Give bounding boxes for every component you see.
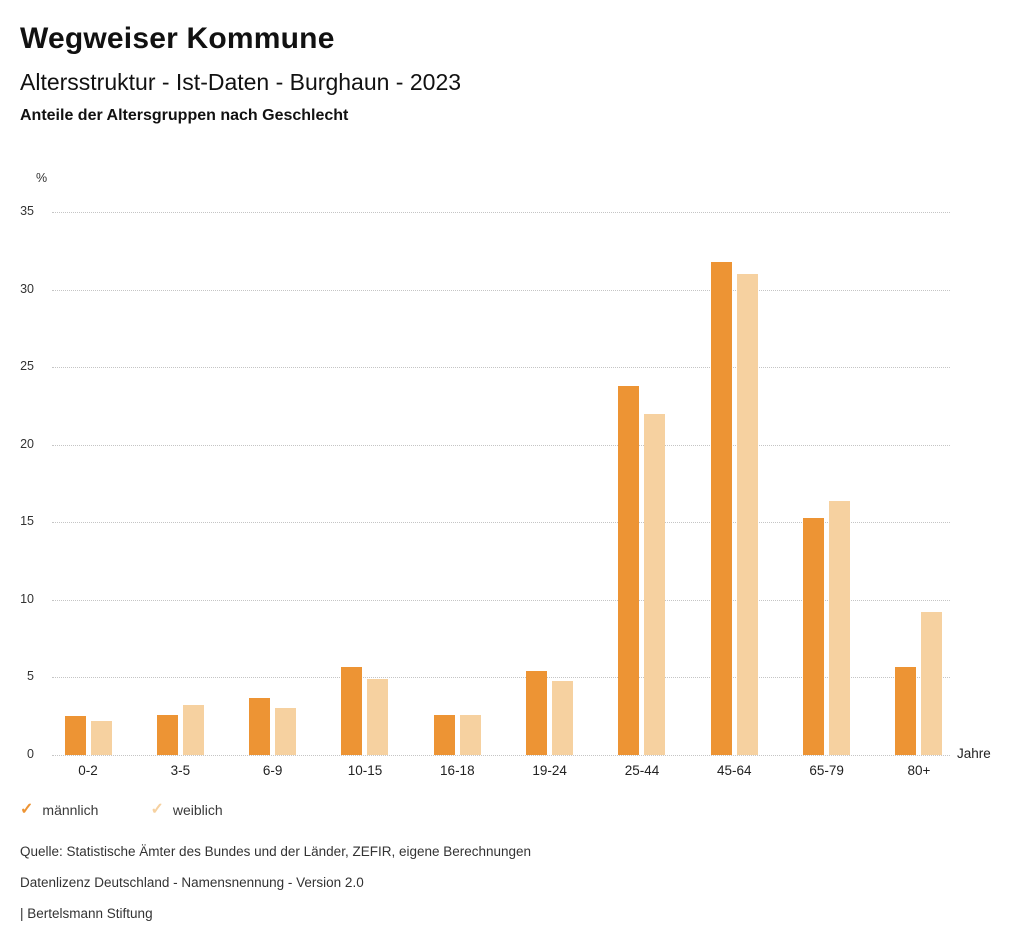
source-text: Quelle: Statistische Ämter des Bundes un… <box>20 844 532 859</box>
gridline <box>52 522 950 524</box>
gridline <box>52 212 950 213</box>
bar-weiblich-25-44[interactable] <box>644 413 666 755</box>
bar-männlich-0-2[interactable] <box>64 716 86 755</box>
bar-weiblich-3-5[interactable] <box>182 705 204 755</box>
bar-männlich-3-5[interactable] <box>156 714 178 755</box>
bar-männlich-80+[interactable] <box>895 666 917 755</box>
legend-label-maennlich: männlich <box>42 802 99 818</box>
chart-title: Altersstruktur - Ist-Daten - Burghaun - … <box>20 69 462 95</box>
bar-männlich-45-64[interactable] <box>710 261 732 755</box>
app-title: Wegweiser Kommune <box>20 22 335 55</box>
bar-männlich-16-18[interactable] <box>433 714 455 755</box>
x-axis-category-label: 45-64 <box>717 763 752 778</box>
y-axis-tick-label: 20 <box>20 436 34 451</box>
y-axis-tick-label: 15 <box>20 514 34 529</box>
x-axis-category-label: 80+ <box>907 763 931 778</box>
y-axis-unit-label: % <box>36 171 48 185</box>
bar-männlich-6-9[interactable] <box>249 697 271 755</box>
x-axis-category-label: 16-18 <box>440 763 475 778</box>
legend-item-maennlich[interactable]: ✓ männlich <box>20 801 99 819</box>
bar-männlich-65-79[interactable] <box>803 517 825 755</box>
x-axis-category-label: 65-79 <box>809 763 844 778</box>
gridline <box>52 677 950 679</box>
x-axis-category-label: 25-44 <box>624 763 660 778</box>
x-axis-category-label: 3-5 <box>170 763 191 778</box>
bar-weiblich-6-9[interactable] <box>275 708 297 755</box>
bar-männlich-19-24[interactable] <box>526 671 548 755</box>
y-axis-tick-label: 10 <box>20 591 34 606</box>
license-text: Datenlizenz Deutschland - Namensnennung … <box>20 875 364 890</box>
gridline <box>52 599 950 601</box>
bar-weiblich-80+[interactable] <box>921 612 943 755</box>
y-axis-tick-label: 25 <box>20 359 34 374</box>
y-axis-tick-label: 5 <box>27 669 34 684</box>
x-axis-category-label: 6-9 <box>262 763 283 778</box>
chart-description: Anteile der Altersgruppen nach Geschlech… <box>20 107 349 124</box>
bar-weiblich-19-24[interactable] <box>552 680 574 755</box>
x-axis-category-label: 10-15 <box>347 763 383 778</box>
y-axis-tick-label: 35 <box>20 204 34 218</box>
gridline <box>52 367 950 369</box>
bar-männlich-10-15[interactable] <box>341 666 363 755</box>
x-axis-category-label: 19-24 <box>532 763 567 778</box>
bar-weiblich-16-18[interactable] <box>459 714 481 755</box>
gridline <box>52 755 950 756</box>
gridline <box>52 289 950 291</box>
x-axis-unit-label: Jahre <box>957 746 991 761</box>
x-axis-category-label: 0-2 <box>78 763 98 778</box>
bar-männlich-25-44[interactable] <box>618 385 640 755</box>
bar-weiblich-10-15[interactable] <box>367 678 389 755</box>
attribution-text: | Bertelsmann Stiftung <box>20 906 153 921</box>
plot-area <box>52 212 950 756</box>
bar-weiblich-65-79[interactable] <box>829 500 851 755</box>
bar-weiblich-45-64[interactable] <box>736 274 758 755</box>
bar-weiblich-0-2[interactable] <box>90 720 112 755</box>
gridline <box>52 444 950 446</box>
legend-label-weiblich: weiblich <box>172 802 223 818</box>
y-axis-tick-label: 30 <box>20 281 34 296</box>
legend-item-weiblich[interactable]: ✓ weiblich <box>150 801 223 819</box>
check-icon: ✓ <box>20 801 34 818</box>
check-icon: ✓ <box>150 801 164 818</box>
legend: ✓ männlich ✓ weiblich <box>20 801 223 819</box>
y-axis-tick-label: 0 <box>27 747 34 761</box>
